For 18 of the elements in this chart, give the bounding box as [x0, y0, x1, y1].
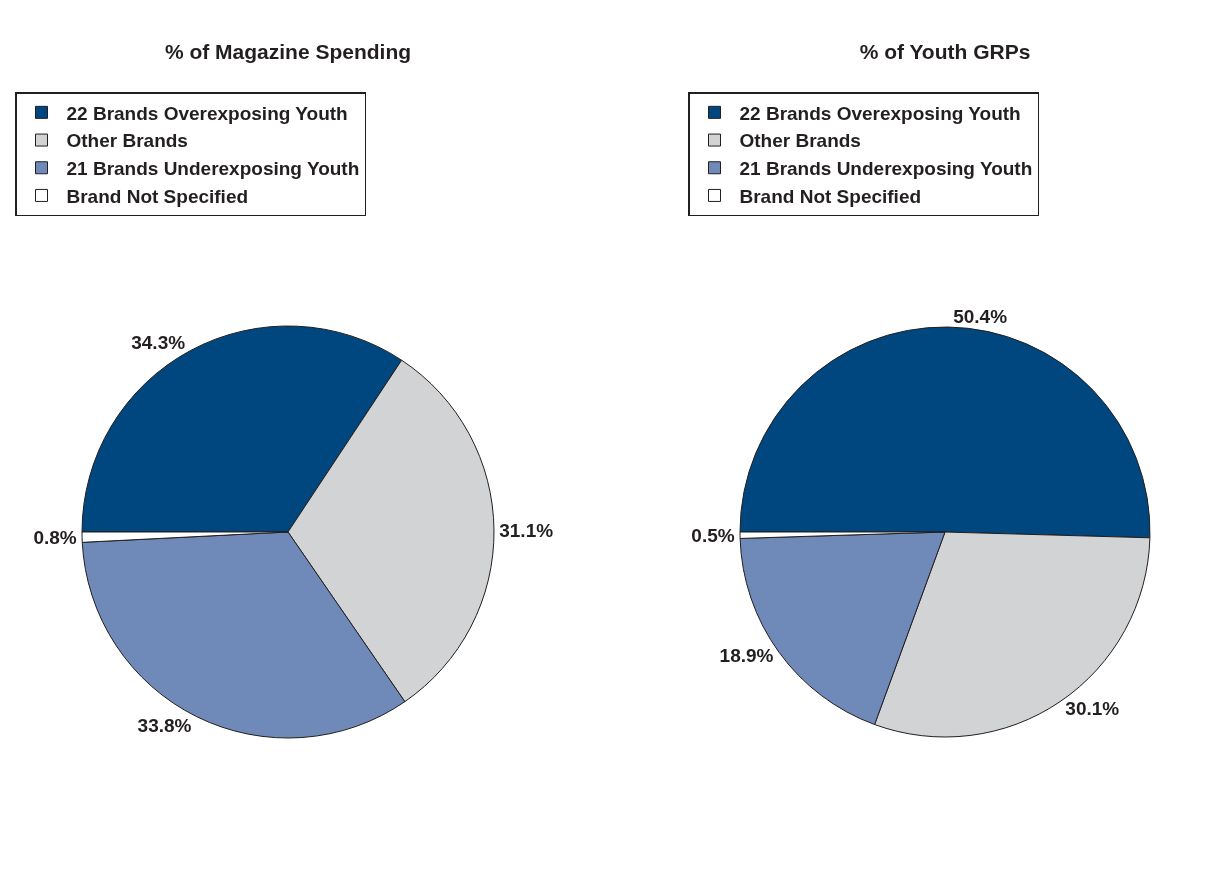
legend-label: Other Brands [739, 130, 861, 152]
data-label: 18.9% [719, 645, 774, 667]
legend-label: 22 Brands Overexposing Youth [66, 102, 348, 124]
legend-label: Brand Not Specified [739, 185, 922, 207]
data-label: 30.1% [1065, 698, 1120, 720]
legend-label: Other Brands [66, 130, 188, 152]
legend-label: Brand Not Specified [66, 185, 249, 207]
legend-label: 21 Brands Underexposing Youth [739, 158, 1033, 180]
data-label: 33.8% [137, 714, 192, 736]
data-label: 34.3% [131, 331, 186, 353]
chart-title: % of Magazine Spending [164, 40, 412, 64]
legend-label: 21 Brands Underexposing Youth [66, 158, 360, 180]
data-label: 0.8% [33, 526, 77, 548]
legend-label: 22 Brands Overexposing Youth [739, 102, 1021, 124]
data-label: 50.4% [953, 306, 1008, 328]
data-label: 0.5% [691, 524, 735, 546]
data-label: 31.1% [499, 519, 554, 541]
chart-title: % of Youth GRPs [859, 40, 1031, 64]
